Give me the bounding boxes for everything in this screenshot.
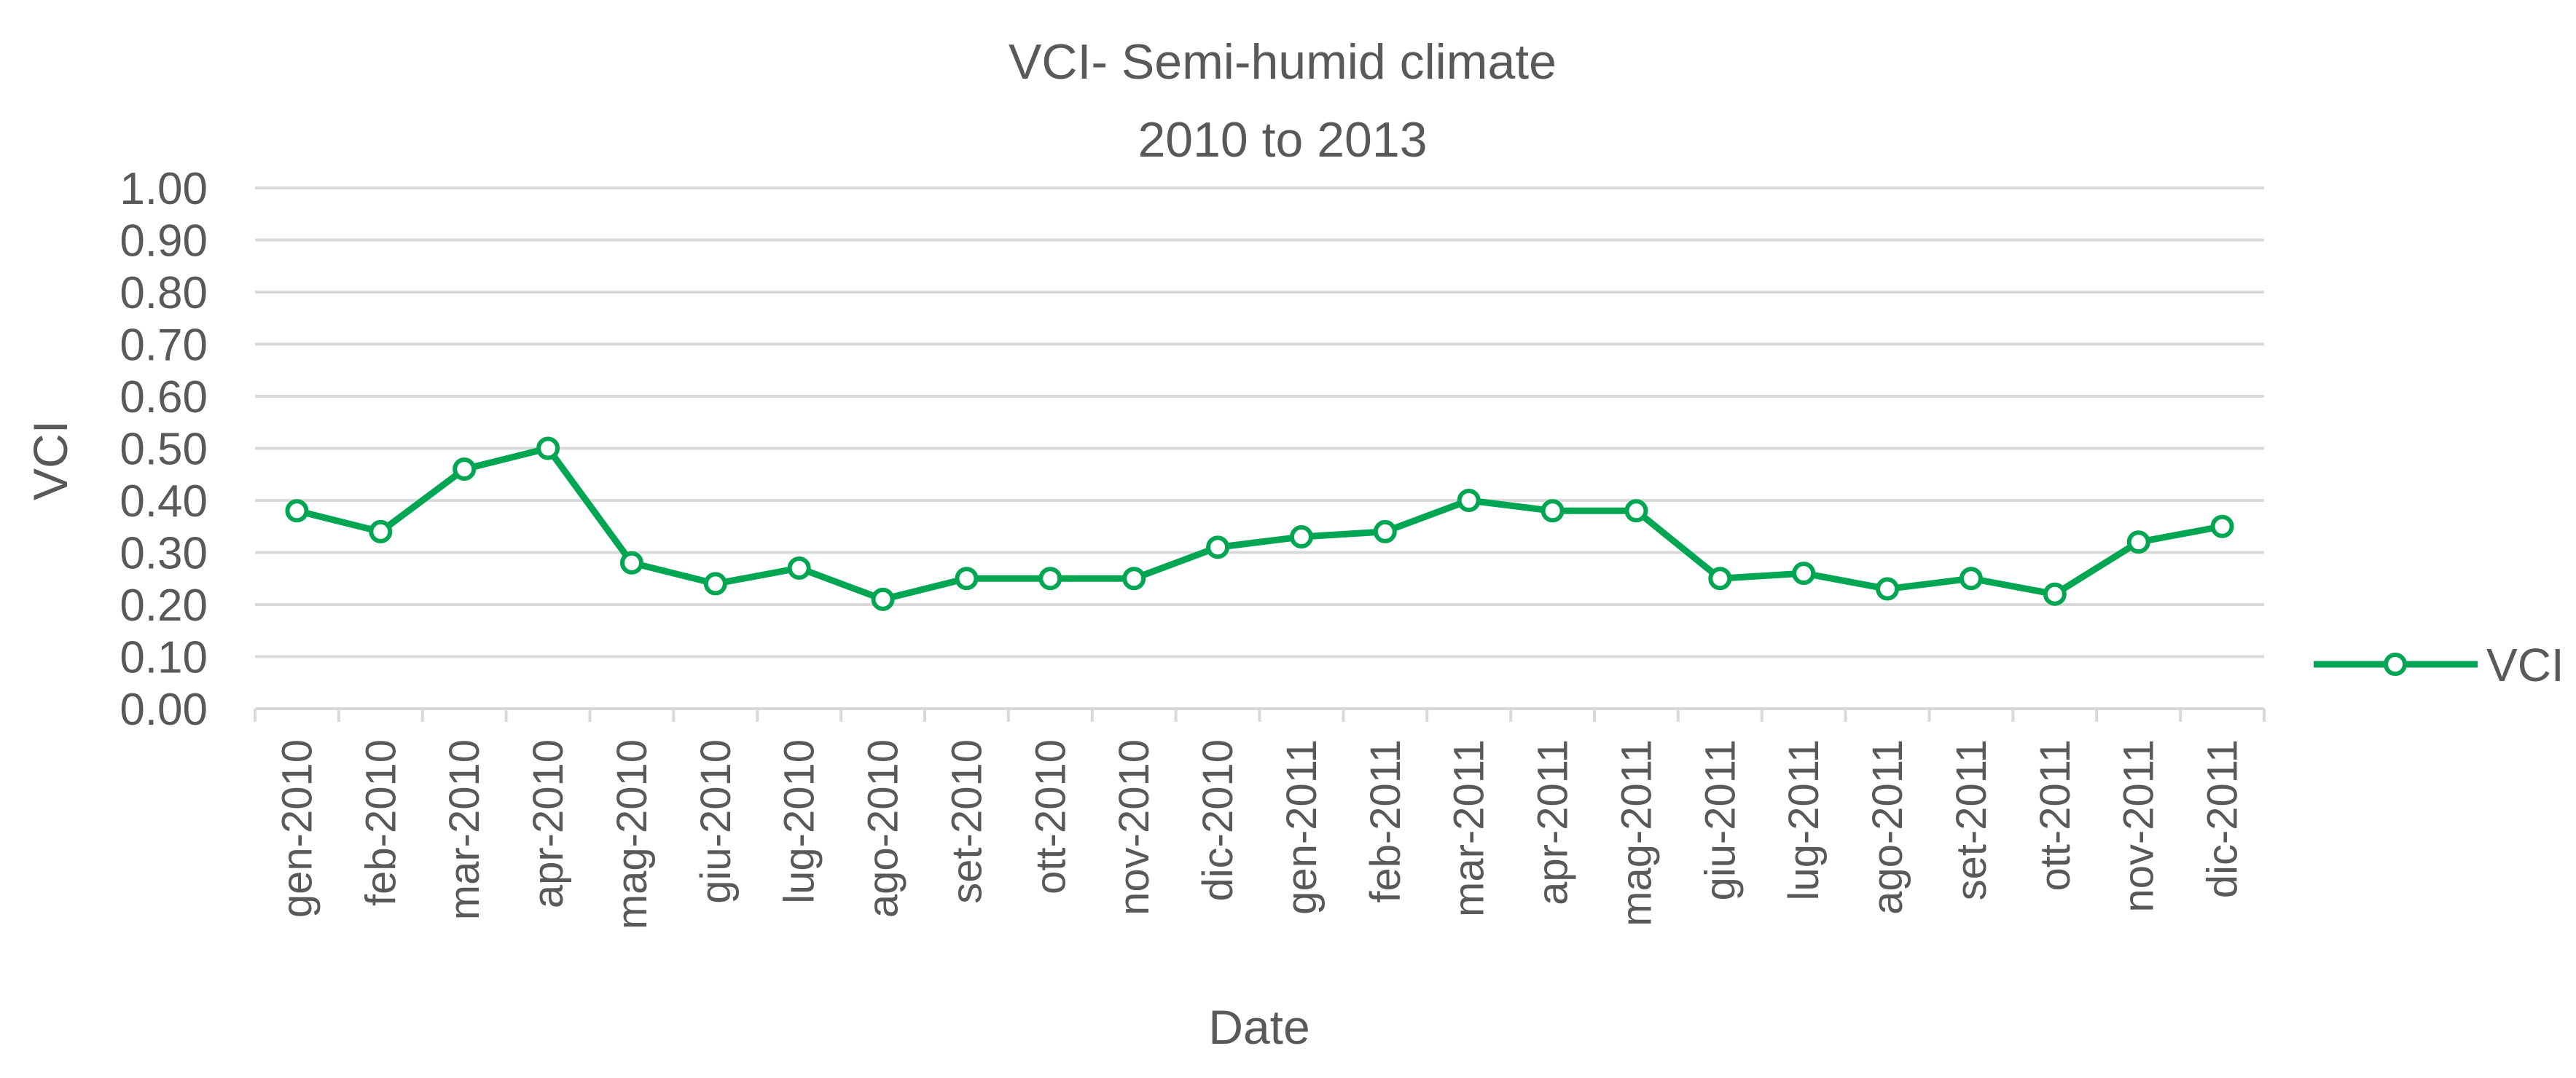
data-point xyxy=(1457,489,1481,512)
x-tick-label: mag-2010 xyxy=(608,739,656,929)
x-tick-label: gen-2011 xyxy=(1278,739,1326,915)
data-point xyxy=(1708,567,1732,591)
legend-marker xyxy=(2384,653,2407,676)
x-tick-label: mag-2011 xyxy=(1613,739,1660,926)
legend-label-vci: VCI xyxy=(2486,639,2564,691)
x-tick-label: lug-2011 xyxy=(1780,739,1828,900)
legend: VCI xyxy=(2314,639,2564,691)
data-point xyxy=(369,519,393,543)
axes xyxy=(254,707,2266,722)
series-layer xyxy=(285,436,2234,611)
data-point xyxy=(453,457,477,481)
data-point xyxy=(1373,519,1397,543)
data-point xyxy=(1959,567,1983,591)
x-tick-label: gen-2010 xyxy=(273,739,321,918)
data-point xyxy=(955,567,979,591)
data-point xyxy=(2210,514,2234,538)
y-tick-labels: 0.000.100.200.300.400.500.600.700.800.90… xyxy=(120,164,208,735)
y-axis-label: VCI xyxy=(23,420,77,500)
x-tick-label: ott-2011 xyxy=(2032,739,2079,892)
x-tick-label: ago-2010 xyxy=(860,739,907,918)
x-tick-label: giu-2010 xyxy=(692,739,740,904)
data-point xyxy=(2043,582,2067,606)
data-point xyxy=(536,436,560,460)
x-tick-label: set-2011 xyxy=(1948,739,1995,900)
data-point xyxy=(1289,525,1313,549)
y-tick-label: 0.70 xyxy=(120,320,208,371)
y-tick-label: 0.10 xyxy=(120,633,208,683)
y-tick-label: 0.60 xyxy=(120,372,208,422)
chart-title: VCI- Semi-humid climate xyxy=(1009,34,1557,90)
x-tick-label: giu-2011 xyxy=(1696,739,1744,900)
x-tick-label: nov-2011 xyxy=(2115,739,2163,913)
x-tick-label: apr-2010 xyxy=(525,739,572,908)
data-point xyxy=(1206,535,1230,559)
x-tick-label: ott-2010 xyxy=(1027,739,1074,894)
data-point xyxy=(285,499,309,523)
y-tick-label: 0.90 xyxy=(120,216,208,267)
y-tick-label: 1.00 xyxy=(120,164,208,214)
x-tick-label: mar-2010 xyxy=(441,739,488,920)
data-point xyxy=(1876,577,1900,601)
data-point xyxy=(619,551,643,575)
chart-subtitle: 2010 to 2013 xyxy=(1138,112,1427,168)
x-tick-label: set-2010 xyxy=(943,739,990,904)
x-tick-label: dic-2011 xyxy=(2199,739,2247,898)
y-tick-label: 0.00 xyxy=(120,685,208,735)
data-point xyxy=(1038,567,1062,591)
data-point xyxy=(871,587,895,611)
series-line xyxy=(293,445,2226,603)
x-tick-label: dic-2010 xyxy=(1194,739,1242,901)
x-tick-label: apr-2011 xyxy=(1530,739,1577,905)
y-tick-label: 0.30 xyxy=(120,529,208,579)
y-tick-label: 0.40 xyxy=(120,476,208,527)
x-tick-labels: gen-2010 feb-2010 mar-2010 apr-2010 mag-2010… xyxy=(273,739,2246,929)
data-point xyxy=(787,556,811,580)
x-tick-label: lug-2010 xyxy=(776,739,823,904)
x-tick-label: mar-2011 xyxy=(1446,739,1493,917)
x-tick-label: nov-2010 xyxy=(1111,739,1158,916)
x-tick-label: ago-2011 xyxy=(1864,739,1911,915)
x-tick-label: feb-2010 xyxy=(357,739,404,906)
data-point xyxy=(703,572,727,596)
data-point xyxy=(1122,567,1146,591)
x-axis-label: Date xyxy=(1208,1000,1309,1054)
data-point xyxy=(2126,530,2150,554)
data-point xyxy=(1540,499,1565,523)
data-point xyxy=(1624,499,1648,523)
y-tick-label: 0.80 xyxy=(120,268,208,318)
x-tick-label: feb-2011 xyxy=(1362,739,1409,903)
data-point xyxy=(1792,562,1816,586)
y-tick-label: 0.50 xyxy=(120,425,208,475)
y-tick-label: 0.20 xyxy=(120,581,208,631)
